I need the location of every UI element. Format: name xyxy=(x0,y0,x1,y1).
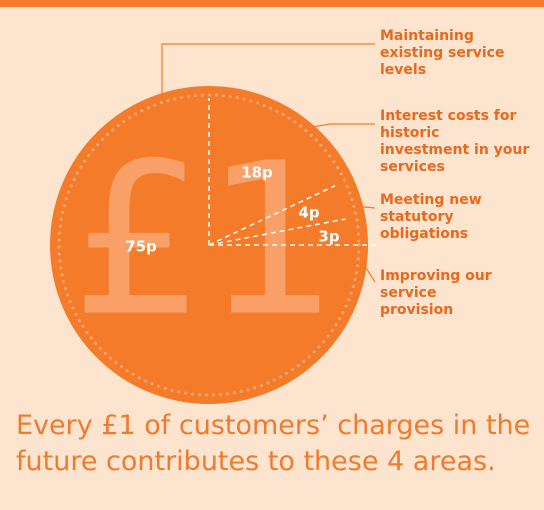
top-bar xyxy=(0,0,544,7)
value-label: 3p xyxy=(318,228,339,246)
category-label: Maintaining existing service levels xyxy=(380,28,505,78)
caption: future contributes to these 4 areas. xyxy=(16,446,496,477)
caption: Every £1 of customers’ charges in the xyxy=(16,410,531,441)
value-label: 18p xyxy=(241,164,273,182)
leader-line xyxy=(161,43,375,106)
value-label: 75p xyxy=(125,238,157,256)
value-label: 4p xyxy=(298,204,319,222)
category-label: Meeting new statutory obligations xyxy=(380,192,482,242)
coin-rim-dots xyxy=(57,93,361,397)
coin-symbol: £1 xyxy=(71,118,338,363)
category-label: Improving our service provision xyxy=(380,268,492,318)
category-label: Interest costs for historic investment i… xyxy=(380,108,530,175)
